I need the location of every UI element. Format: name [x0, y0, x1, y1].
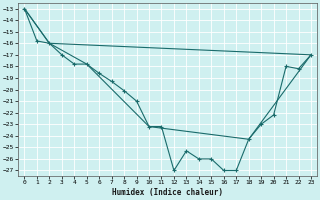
X-axis label: Humidex (Indice chaleur): Humidex (Indice chaleur): [112, 188, 223, 197]
